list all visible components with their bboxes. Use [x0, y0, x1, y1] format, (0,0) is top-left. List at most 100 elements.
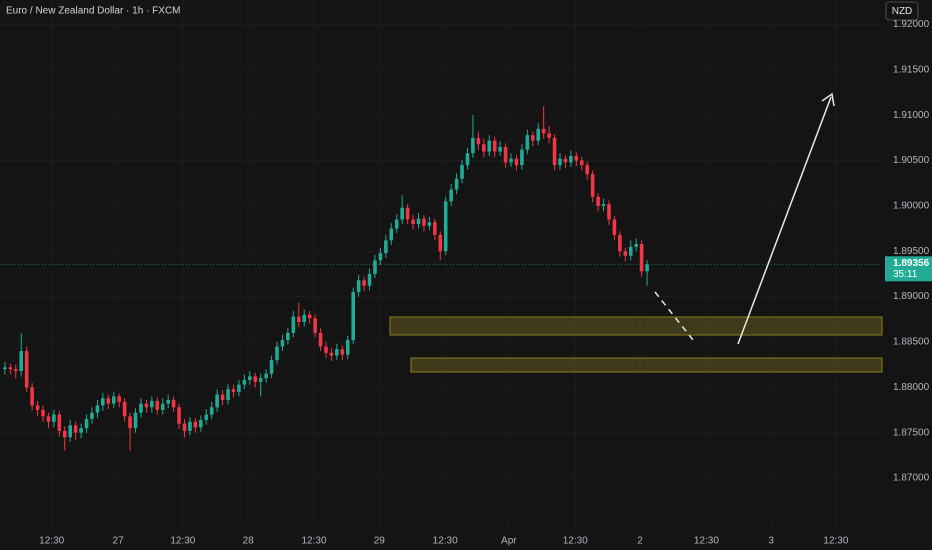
- candle-body: [509, 158, 513, 163]
- candle-body: [596, 196, 600, 206]
- x-tick-label: 3: [768, 536, 774, 547]
- candle-body: [13, 369, 18, 371]
- candle-body: [209, 407, 214, 415]
- candle-body: [73, 425, 78, 433]
- candle-body: [373, 260, 377, 274]
- candle-body: [242, 380, 247, 385]
- candle-body: [443, 201, 448, 252]
- candle-body: [215, 394, 219, 408]
- candle-body: [416, 218, 421, 225]
- candle-body: [324, 346, 328, 353]
- candle-body: [471, 137, 475, 154]
- last-price-label: 1.89356: [893, 258, 930, 269]
- candle-body: [384, 240, 388, 254]
- candle-body: [525, 135, 530, 150]
- candle-body: [541, 128, 546, 134]
- candle-body: [258, 378, 263, 382]
- x-tick-label: 29: [374, 536, 386, 547]
- candle-body: [139, 403, 143, 413]
- candles: [3, 106, 649, 451]
- currency-box[interactable]: [885, 1, 919, 21]
- candle-body: [460, 165, 464, 179]
- candle-body: [57, 414, 62, 431]
- candle-body: [204, 414, 209, 420]
- candle-body: [362, 280, 366, 286]
- candle-body: [19, 351, 24, 371]
- candle-body: [623, 251, 628, 256]
- candle-body: [144, 403, 149, 408]
- y-tick-label: 1.92000: [893, 19, 930, 30]
- candle-body: [296, 316, 301, 323]
- candle-body: [482, 144, 486, 152]
- candle-body: [193, 421, 198, 428]
- candle-body: [313, 318, 317, 333]
- candle-body: [449, 189, 453, 202]
- candle-body: [601, 204, 606, 206]
- candle-body: [101, 398, 105, 406]
- zone: [410, 357, 883, 373]
- x-tick-label: 12:30: [563, 536, 588, 547]
- candle-body: [160, 403, 165, 410]
- candle-body: [35, 405, 40, 410]
- candle-body: [618, 234, 622, 252]
- candle-body: [237, 384, 241, 392]
- candle-body: [579, 160, 584, 166]
- candle-body: [46, 416, 51, 422]
- last-price-box: [885, 256, 932, 282]
- candle-body: [90, 412, 94, 420]
- candle-body: [8, 367, 13, 370]
- candle-body: [68, 425, 72, 438]
- candle-body: [411, 219, 415, 225]
- currency[interactable]: NZD: [892, 6, 913, 17]
- zone: [389, 316, 883, 336]
- candle-body: [590, 174, 595, 197]
- y-tick-label: 1.91500: [893, 64, 930, 75]
- candle-body: [291, 316, 296, 333]
- candle-body: [117, 396, 121, 402]
- candle-body: [438, 234, 443, 252]
- axes: 1.87000 1.87500 1.88000 1.88500 1.89000 1.895…: [39, 19, 932, 547]
- y-tick-label: 1.89500: [893, 246, 930, 257]
- candle-body: [634, 243, 638, 247]
- candle-body: [111, 396, 116, 404]
- candle-body: [52, 414, 56, 422]
- y-tick-label: 1.91000: [893, 110, 930, 121]
- candle-body: [607, 204, 611, 220]
- y-tick-label: 1.90000: [893, 201, 930, 212]
- candle-body: [155, 400, 160, 410]
- candle-body: [248, 376, 252, 381]
- chart-title: Euro / New Zealand Dollar · 1h · FXCM: [6, 6, 181, 17]
- y-tick-label: 1.90500: [893, 155, 930, 166]
- candle-body: [612, 219, 617, 235]
- candle-body: [400, 207, 404, 220]
- candle-body: [226, 389, 230, 401]
- candle-body: [335, 349, 339, 356]
- candle-body: [628, 246, 633, 256]
- candle-body: [476, 137, 481, 145]
- y-tick-label: 1.89000: [893, 291, 930, 302]
- x-tick-label: 12:30: [39, 536, 64, 547]
- candle-body: [286, 332, 290, 341]
- candle-body: [367, 273, 372, 286]
- candle-body: [133, 412, 138, 429]
- x-tick-label: 12:30: [433, 536, 458, 547]
- candle-body: [302, 314, 307, 323]
- candle-body: [177, 407, 181, 424]
- candle-body: [585, 165, 590, 175]
- candle-body: [166, 400, 170, 404]
- candle-body: [24, 351, 29, 388]
- candle-body: [530, 135, 535, 141]
- x-tick-label: 27: [113, 536, 125, 547]
- candle-body: [264, 373, 268, 379]
- candle-body: [645, 264, 649, 272]
- candle-body: [503, 146, 508, 163]
- x-tick-label: 12:30: [170, 536, 195, 547]
- candle-body: [220, 394, 225, 401]
- candle-body: [345, 340, 350, 355]
- arrow-head: [821, 92, 835, 107]
- candle-body: [340, 349, 345, 355]
- candle-body: [231, 389, 236, 392]
- candle-body: [280, 340, 285, 347]
